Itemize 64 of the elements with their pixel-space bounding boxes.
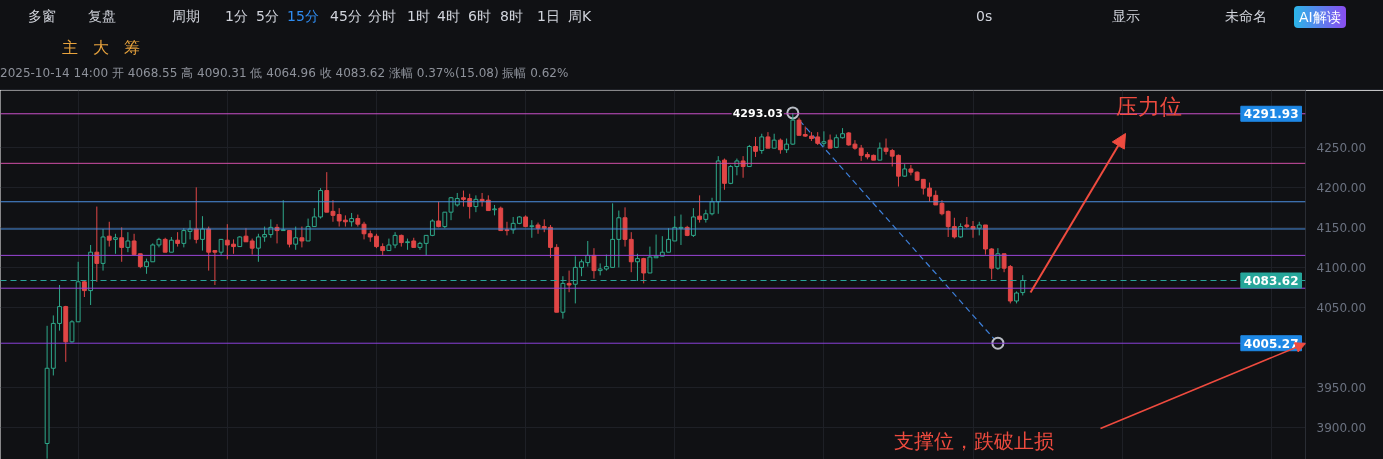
candlestick xyxy=(635,253,640,282)
text: 显示 xyxy=(1112,7,1140,26)
y-tick-label: 3950.00 xyxy=(1316,380,1367,395)
annotation: 4293.03 xyxy=(732,106,783,120)
text: 筹 xyxy=(124,37,140,59)
text: 分时 xyxy=(368,7,396,26)
text: 6时 xyxy=(468,7,491,26)
text: 1分 xyxy=(225,7,248,26)
candlestick xyxy=(628,231,634,273)
text: 8时 xyxy=(500,7,523,26)
text: 1日 xyxy=(537,7,560,26)
text: 45分 xyxy=(330,7,362,26)
text: 1时 xyxy=(407,7,430,26)
candlestick xyxy=(473,194,479,213)
ref-line-label: 4083.62 xyxy=(1243,274,1299,289)
candlestick xyxy=(641,257,647,284)
candlestick xyxy=(299,226,305,248)
candlestick xyxy=(690,207,696,238)
candlestick xyxy=(255,233,261,263)
text: 周K xyxy=(568,7,592,26)
text: 未命名 xyxy=(1225,7,1267,26)
text: AI解读 xyxy=(1294,6,1346,28)
annotation: 压力位 xyxy=(1115,93,1182,119)
candlestick xyxy=(125,231,131,253)
text: 15分 xyxy=(287,7,319,26)
text: 大 xyxy=(93,37,109,59)
candlestick xyxy=(647,246,653,274)
y-tick-label: 4050.00 xyxy=(1316,300,1367,315)
candlestick xyxy=(200,215,205,252)
text: 5分 xyxy=(256,7,279,26)
candlestick xyxy=(94,206,100,283)
text: 主 xyxy=(62,37,78,59)
candlestick xyxy=(119,226,125,263)
annotation: 支撑位，跌破止损 xyxy=(893,428,1054,453)
text: 复盘 xyxy=(88,7,116,26)
text: 多窗 xyxy=(28,7,56,26)
y-tick-label: 4250.00 xyxy=(1316,140,1367,155)
y-tick-label: 3900.00 xyxy=(1316,420,1367,435)
y-tick-label: 4150.00 xyxy=(1316,220,1367,235)
candlestick xyxy=(740,155,746,179)
candlestick xyxy=(697,194,703,224)
text: 4时 xyxy=(437,7,460,26)
candlestick xyxy=(753,136,758,158)
text: 周期 xyxy=(172,7,200,26)
candlestick xyxy=(566,270,572,293)
candlestick xyxy=(106,221,112,248)
text: 0s xyxy=(976,7,993,26)
candlestick xyxy=(821,130,827,148)
y-tick-label: 4200.00 xyxy=(1316,180,1367,195)
candlestick xyxy=(759,133,765,155)
candlestick xyxy=(722,158,727,191)
candlestick xyxy=(69,319,75,344)
candlestick xyxy=(193,186,199,244)
ref-line-label: 4005.27 xyxy=(1243,336,1299,351)
y-tick-label: 4100.00 xyxy=(1316,260,1367,275)
candlestick xyxy=(908,164,914,176)
candlestick xyxy=(622,206,628,248)
candlestick xyxy=(436,201,442,228)
ref-line-label: 4291.93 xyxy=(1243,107,1299,122)
candlestick xyxy=(113,233,118,255)
candlestick xyxy=(293,226,299,251)
chart-subtitle: 2025-10-14 14:00 开 4068.55 高 4090.31 低 4064.96 收 4083.62 涨幅 0.37%(15.08) 振幅 0.62% xyxy=(0,65,569,82)
candlestick xyxy=(591,247,597,280)
candlestick xyxy=(995,247,1001,271)
